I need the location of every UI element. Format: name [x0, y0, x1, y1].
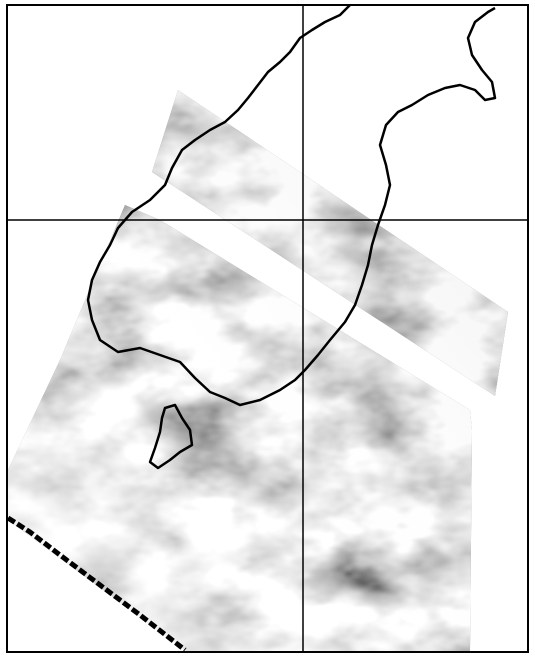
- page: [0, 0, 535, 659]
- map: [0, 0, 535, 659]
